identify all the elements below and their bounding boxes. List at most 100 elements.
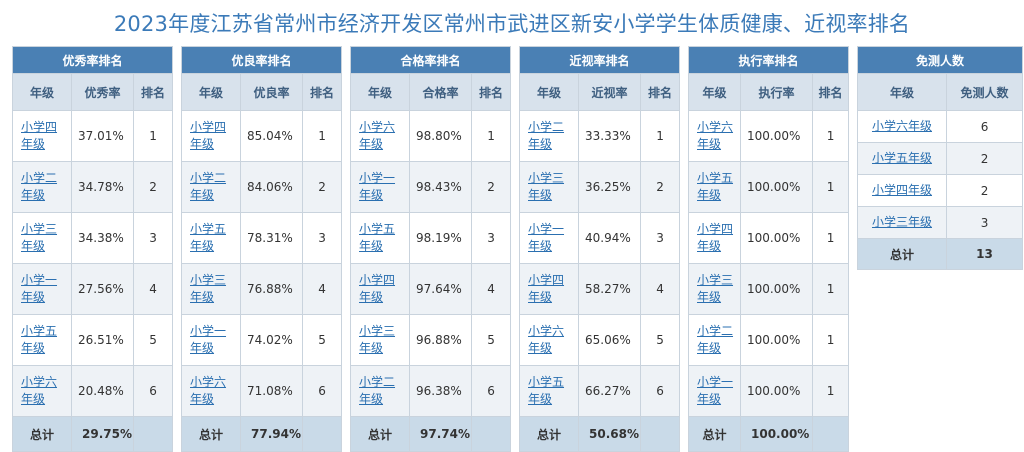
grade-link[interactable]: 小学六年级 — [359, 120, 396, 151]
total-value: 13 — [945, 238, 1024, 270]
table-caption: 合格率排名 — [349, 46, 512, 74]
grade-link[interactable]: 小学二年级 — [21, 171, 58, 202]
table-row: 小学一年级 27.56% 4 — [12, 263, 174, 315]
table-row: 小学六年级 65.06% 5 — [519, 314, 681, 366]
grade-link[interactable]: 小学五年级 — [21, 324, 58, 355]
myopia-rate-table: 近视率排名 年级 近视率 排名 小学二年级 33.33% 1 小学三年级 36.25% 2 … — [518, 46, 681, 452]
rank-value: 6 — [470, 365, 512, 417]
table-row: 小学一年级 98.43% 2 — [350, 161, 512, 213]
grade-link[interactable]: 小学一年级 — [528, 222, 565, 253]
grade-link[interactable]: 小学三年级 — [528, 171, 565, 202]
grade-link[interactable]: 小学五年级 — [871, 151, 932, 165]
count-value: 2 — [945, 174, 1024, 207]
total-value: 100.00% — [740, 416, 813, 452]
col-header-metric: 合格率 — [409, 73, 472, 111]
table-caption: 近视率排名 — [518, 46, 681, 74]
table-row: 小学六年级 6 — [857, 110, 1024, 143]
col-header-grade: 年级 — [519, 73, 579, 111]
rank-value: 1 — [639, 110, 681, 162]
table-row: 小学二年级 100.00% 1 — [688, 314, 850, 366]
grade-link[interactable]: 小学三年级 — [871, 215, 932, 229]
grade-link[interactable]: 小学四年级 — [528, 273, 565, 304]
rate-value: 100.00% — [740, 110, 813, 162]
rank-value: 1 — [811, 365, 850, 417]
rate-value: 66.27% — [578, 365, 641, 417]
table-row: 小学六年级 98.80% 1 — [350, 110, 512, 162]
total-row: 总计 97.74% — [350, 416, 512, 452]
grade-link[interactable]: 小学三年级 — [21, 222, 58, 253]
rank-value: 5 — [301, 314, 343, 366]
col-header-rank: 排名 — [301, 73, 343, 111]
rate-value: 96.38% — [409, 365, 472, 417]
grade-link[interactable]: 小学四年级 — [190, 120, 227, 151]
table-row: 小学三年级 3 — [857, 206, 1024, 239]
grade-link[interactable]: 小学三年级 — [697, 273, 734, 304]
rate-value: 34.78% — [71, 161, 134, 213]
grade-link[interactable]: 小学四年级 — [697, 222, 734, 253]
page-title: 2023年度江苏省常州市经济开发区常州市武进区新安小学学生体质健康、近视率排名 — [113, 12, 911, 36]
table-row: 小学四年级 37.01% 1 — [12, 110, 174, 162]
total-label: 总计 — [519, 416, 579, 452]
total-row: 总计 100.00% — [688, 416, 850, 452]
grade-link[interactable]: 小学六年级 — [190, 375, 227, 406]
grade-link[interactable]: 小学五年级 — [359, 222, 396, 253]
rank-value: 5 — [470, 314, 512, 366]
grade-link[interactable]: 小学一年级 — [359, 171, 396, 202]
grade-link[interactable]: 小学二年级 — [359, 375, 396, 406]
rank-value: 4 — [470, 263, 512, 315]
table-row: 小学六年级 100.00% 1 — [688, 110, 850, 162]
table-caption: 免测人数 — [856, 46, 1024, 74]
rank-value: 2 — [639, 161, 681, 213]
total-row: 总计 29.75% — [12, 416, 174, 452]
table-row: 小学四年级 58.27% 4 — [519, 263, 681, 315]
rate-value: 26.51% — [71, 314, 134, 366]
count-value: 3 — [945, 206, 1024, 239]
rank-value: 4 — [132, 263, 174, 315]
col-header-grade: 年级 — [12, 73, 72, 111]
grade-link[interactable]: 小学一年级 — [697, 375, 734, 406]
grade-link[interactable]: 小学二年级 — [528, 120, 565, 151]
grade-link[interactable]: 小学五年级 — [697, 171, 734, 202]
grade-link[interactable]: 小学六年级 — [871, 119, 932, 133]
grade-link[interactable]: 小学四年级 — [871, 183, 932, 197]
grade-link[interactable]: 小学二年级 — [697, 324, 734, 355]
rank-value: 1 — [301, 110, 343, 162]
col-header-count: 免测人数 — [945, 73, 1024, 111]
rank-value: 4 — [301, 263, 343, 315]
table-caption: 执行率排名 — [687, 46, 850, 74]
rate-value: 20.48% — [71, 365, 134, 417]
rank-value: 2 — [132, 161, 174, 213]
rate-value: 74.02% — [240, 314, 303, 366]
grade-link[interactable]: 小学四年级 — [21, 120, 58, 151]
grade-link[interactable]: 小学六年级 — [697, 120, 734, 151]
rate-value: 98.43% — [409, 161, 472, 213]
total-label: 总计 — [688, 416, 741, 452]
table-row: 小学二年级 33.33% 1 — [519, 110, 681, 162]
grade-link[interactable]: 小学六年级 — [528, 324, 565, 355]
grade-link[interactable]: 小学四年级 — [359, 273, 396, 304]
grade-link[interactable]: 小学六年级 — [21, 375, 58, 406]
grade-link[interactable]: 小学五年级 — [190, 222, 227, 253]
table-row: 小学五年级 66.27% 6 — [519, 365, 681, 417]
good-rate-table: 优良率排名 年级 优良率 排名 小学四年级 85.04% 1 小学二年级 84.06% 2 … — [180, 46, 343, 452]
grade-link[interactable]: 小学一年级 — [21, 273, 58, 304]
table-row: 小学二年级 84.06% 2 — [181, 161, 343, 213]
rate-value: 96.88% — [409, 314, 472, 366]
rate-value: 98.19% — [409, 212, 472, 264]
grade-link[interactable]: 小学五年级 — [528, 375, 565, 406]
table-row: 小学五年级 2 — [857, 142, 1024, 175]
rate-value: 97.64% — [409, 263, 472, 315]
table-caption: 优秀率排名 — [11, 46, 174, 74]
rate-value: 76.88% — [240, 263, 303, 315]
table-row: 小学二年级 34.78% 2 — [12, 161, 174, 213]
grade-link[interactable]: 小学三年级 — [359, 324, 396, 355]
rate-value: 84.06% — [240, 161, 303, 213]
rate-value: 37.01% — [71, 110, 134, 162]
grade-link[interactable]: 小学一年级 — [190, 324, 227, 355]
total-value: 77.94% — [240, 416, 303, 452]
grade-link[interactable]: 小学二年级 — [190, 171, 227, 202]
grade-link[interactable]: 小学三年级 — [190, 273, 227, 304]
table-row: 小学三年级 34.38% 3 — [12, 212, 174, 264]
table-row: 小学三年级 100.00% 1 — [688, 263, 850, 315]
table-row: 小学三年级 36.25% 2 — [519, 161, 681, 213]
